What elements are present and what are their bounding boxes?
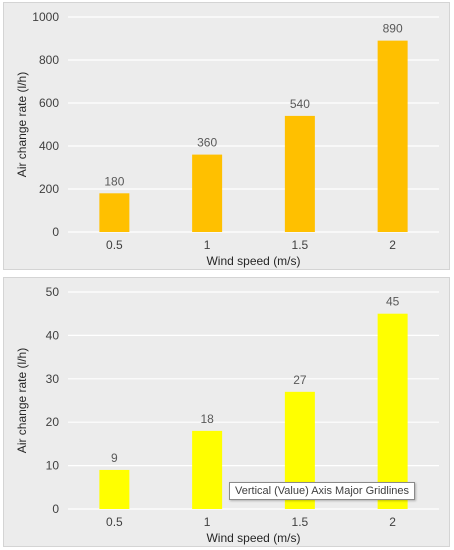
- x-tick-label: 1.5: [292, 515, 309, 529]
- y-tick-label: 0: [52, 225, 59, 239]
- bar[interactable]: [377, 40, 408, 233]
- x-tick-label: 1: [204, 515, 211, 529]
- x-tick-label: 1: [204, 238, 211, 252]
- data-label: 27: [293, 373, 307, 387]
- y-tick-label: 40: [46, 328, 60, 342]
- data-label: 360: [197, 136, 217, 150]
- x-tick-label: 2: [389, 515, 396, 529]
- y-tick-label: 50: [46, 285, 60, 299]
- bar[interactable]: [284, 115, 315, 232]
- y-tick-label: 800: [39, 53, 59, 67]
- chart-1-panel[interactable]: 0 200 400 600 800 1000 180 0.5 360 1 540 1.5 890 2 Win…: [3, 2, 450, 270]
- y-tick-label: 200: [39, 182, 59, 196]
- x-tick-label: 0.5: [106, 515, 123, 529]
- y-tick-label: 20: [46, 415, 60, 429]
- data-label: 9: [111, 451, 118, 465]
- chart-2-svg: 0 10 20 30 40 50 9 0.5 18 1 27 1.5 45 2 Wind speed (m/…: [15, 285, 439, 545]
- x-axis-title: Wind speed (m/s): [206, 531, 300, 545]
- data-label: 890: [383, 22, 403, 36]
- bar[interactable]: [192, 430, 223, 509]
- data-label: 180: [104, 174, 124, 188]
- y-tick-label: 1000: [32, 10, 59, 24]
- chart-1-svg: 0 200 400 600 800 1000 180 0.5 360 1 540 1.5 890 2 Win…: [15, 10, 439, 268]
- y-tick-label: 600: [39, 96, 59, 110]
- data-label: 540: [290, 97, 310, 111]
- bar[interactable]: [377, 313, 408, 509]
- bar[interactable]: [99, 193, 130, 232]
- gridlines-tooltip: Vertical (Value) Axis Major Gridlines: [229, 482, 416, 500]
- y-tick-label: 30: [46, 372, 60, 386]
- data-label: 45: [386, 295, 400, 309]
- bar[interactable]: [192, 154, 223, 232]
- x-axis-title: Wind speed (m/s): [206, 254, 300, 268]
- y-tick-label: 0: [52, 502, 59, 516]
- x-tick-label: 0.5: [106, 238, 123, 252]
- x-tick-label: 2: [389, 238, 396, 252]
- y-tick-label: 400: [39, 139, 59, 153]
- data-label: 18: [200, 412, 214, 426]
- y-axis-title: Air change rate (l/h): [15, 348, 29, 453]
- chart-2-panel[interactable]: 0 10 20 30 40 50 9 0.5 18 1 27 1.5 45 2 Wind speed (m/…: [3, 277, 450, 547]
- bar[interactable]: [99, 469, 130, 509]
- y-axis-title: Air change rate (l/h): [15, 72, 29, 177]
- x-tick-label: 1.5: [292, 238, 309, 252]
- y-tick-label: 10: [46, 459, 60, 473]
